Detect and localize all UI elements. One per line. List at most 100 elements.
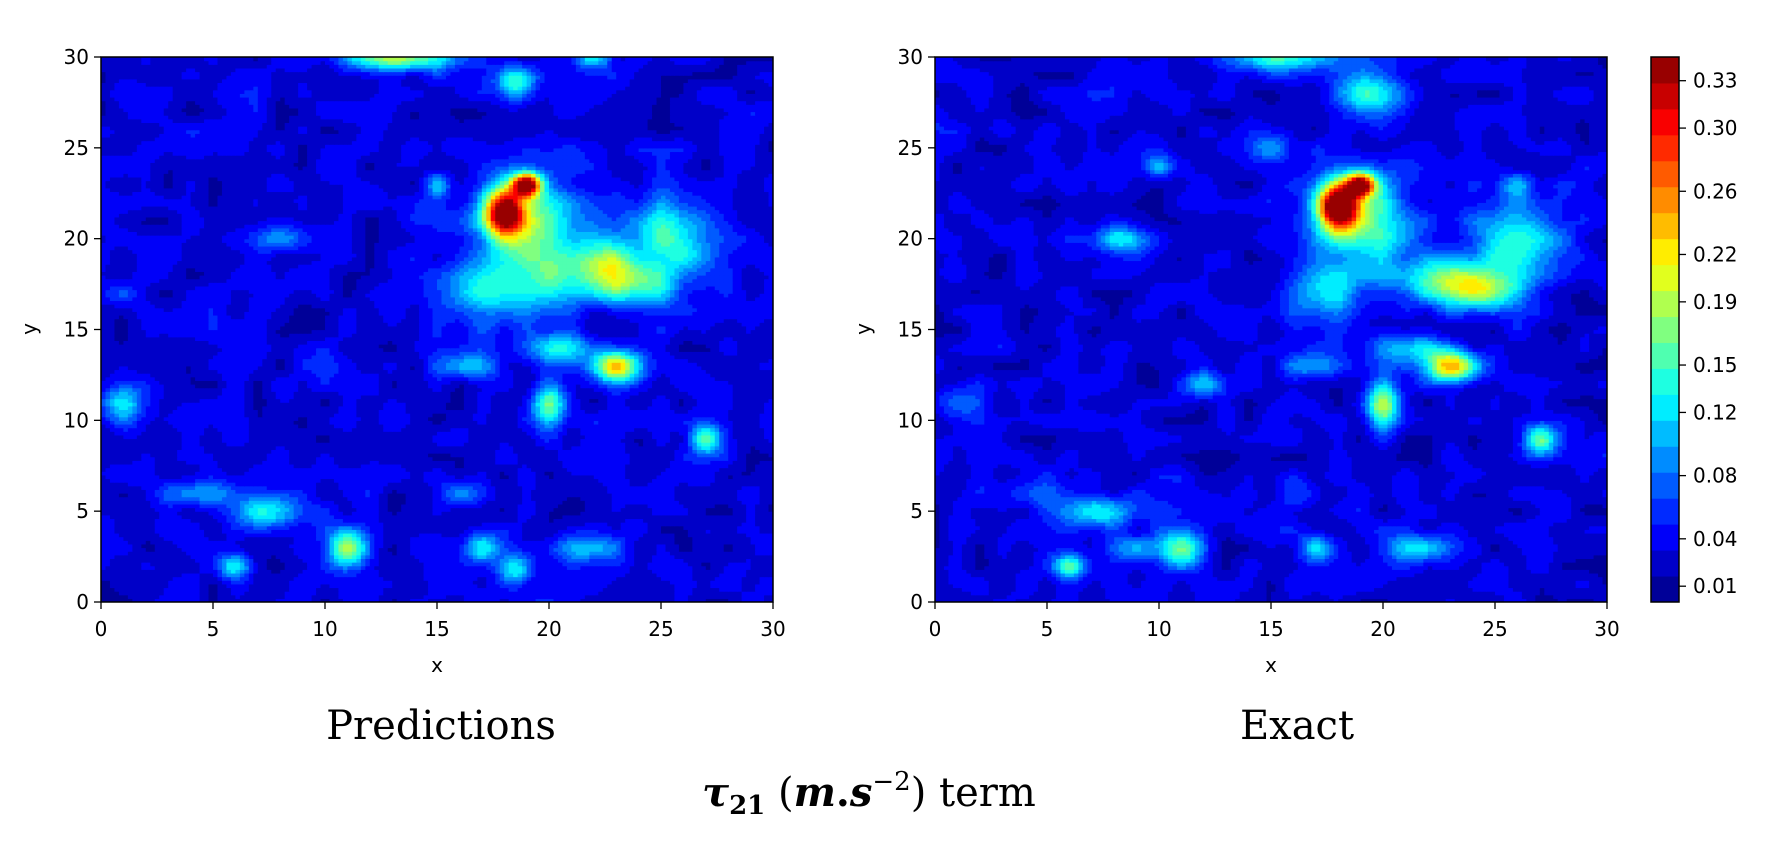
heatmap-cell bbox=[253, 598, 259, 602]
heatmap-cell bbox=[495, 536, 501, 541]
heatmap-cell bbox=[495, 532, 501, 538]
heatmap-cell bbox=[199, 576, 205, 581]
heatmap-cell bbox=[732, 558, 738, 563]
heatmap-cell bbox=[437, 543, 443, 549]
heatmap-cell bbox=[118, 558, 124, 563]
heatmap-cell bbox=[320, 591, 326, 596]
heatmap-cell bbox=[145, 493, 151, 498]
heatmap-cell bbox=[217, 558, 223, 563]
heatmap-cell bbox=[118, 565, 124, 570]
heatmap-cell bbox=[746, 587, 752, 592]
heatmap-cell bbox=[392, 562, 398, 567]
heatmap-cell bbox=[616, 591, 622, 596]
heatmap-cell bbox=[764, 594, 770, 599]
heatmap-cell bbox=[714, 529, 720, 534]
heatmap-cell bbox=[168, 503, 174, 509]
heatmap-cell bbox=[584, 485, 590, 490]
heatmap-cell bbox=[195, 587, 201, 592]
heatmap-cell bbox=[217, 522, 223, 527]
heatmap-cell bbox=[656, 518, 662, 523]
heatmap-cell bbox=[562, 485, 568, 490]
heatmap-cell bbox=[719, 525, 725, 530]
heatmap-cell bbox=[342, 591, 348, 596]
heatmap-cell bbox=[141, 511, 147, 516]
heatmap-cell bbox=[728, 485, 734, 490]
heatmap-cell bbox=[329, 525, 335, 530]
heatmap-cell bbox=[329, 598, 335, 602]
heatmap-cell bbox=[266, 489, 272, 494]
heatmap-cell bbox=[540, 511, 546, 516]
heatmap-cell bbox=[226, 551, 232, 556]
heatmap-cell bbox=[535, 565, 541, 570]
heatmap-cell bbox=[544, 529, 550, 534]
heatmap-cell bbox=[580, 551, 586, 556]
heatmap-cell bbox=[634, 562, 640, 567]
heatmap-cell bbox=[302, 507, 308, 512]
heatmap-cell bbox=[186, 562, 192, 567]
heatmap-cell bbox=[369, 598, 375, 602]
heatmap-cell bbox=[302, 587, 308, 592]
heatmap-cell bbox=[248, 496, 254, 501]
heatmap-cell bbox=[177, 565, 183, 570]
heatmap-cell bbox=[105, 507, 111, 512]
heatmap-cell bbox=[495, 514, 501, 520]
heatmap-cell bbox=[217, 598, 223, 602]
heatmap-cell bbox=[356, 503, 362, 509]
heatmap-cell bbox=[687, 562, 693, 567]
heatmap-cell bbox=[678, 503, 684, 509]
heatmap-cell bbox=[535, 532, 541, 538]
heatmap-cell bbox=[459, 514, 465, 520]
heatmap-cell bbox=[719, 493, 725, 498]
heatmap-cell bbox=[410, 514, 416, 520]
heatmap-cell bbox=[710, 547, 716, 552]
heatmap-cell bbox=[714, 485, 720, 490]
heatmap-cell bbox=[562, 532, 568, 538]
heatmap-cell bbox=[495, 503, 501, 509]
heatmap-cell bbox=[114, 493, 120, 498]
heatmap-cell bbox=[154, 540, 160, 545]
heatmap-cell bbox=[163, 598, 169, 602]
heatmap-cell bbox=[768, 489, 773, 494]
heatmap-cell bbox=[419, 511, 425, 516]
heatmap-cell bbox=[244, 496, 250, 501]
heatmap-cell bbox=[369, 583, 375, 589]
heatmap-cell bbox=[495, 562, 501, 567]
heatmap-cell bbox=[692, 511, 698, 516]
heatmap-cell bbox=[764, 532, 770, 538]
heatmap-cell bbox=[593, 562, 599, 567]
heatmap-cell bbox=[123, 489, 129, 494]
heatmap-cell bbox=[598, 536, 604, 541]
heatmap-cell bbox=[356, 536, 362, 541]
heatmap-cell bbox=[575, 536, 581, 541]
heatmap-cell bbox=[230, 587, 236, 592]
heatmap-cell bbox=[764, 572, 770, 578]
heatmap-cell bbox=[168, 547, 174, 552]
heatmap-cell bbox=[450, 543, 456, 549]
heatmap-cell bbox=[665, 503, 671, 509]
heatmap-cell bbox=[540, 493, 546, 498]
heatmap-cell bbox=[714, 482, 720, 487]
heatmap-cell bbox=[432, 572, 438, 578]
heatmap-cell bbox=[307, 580, 313, 585]
heatmap-cell bbox=[338, 507, 344, 512]
heatmap-cell bbox=[598, 583, 604, 589]
heatmap-cell bbox=[387, 551, 393, 556]
heatmap-cell bbox=[369, 565, 375, 570]
heatmap-cell bbox=[750, 493, 756, 498]
heatmap-cell bbox=[611, 529, 617, 534]
heatmap-cell bbox=[325, 529, 331, 534]
heatmap-cell bbox=[253, 529, 259, 534]
heatmap-cell bbox=[414, 536, 420, 541]
heatmap-cell bbox=[114, 569, 120, 574]
heatmap-cell bbox=[235, 554, 241, 559]
heatmap-cell bbox=[342, 551, 348, 556]
heatmap-cell bbox=[217, 493, 223, 498]
heatmap-cell bbox=[284, 536, 290, 541]
heatmap-cell bbox=[701, 514, 707, 520]
heatmap-cell bbox=[490, 580, 496, 585]
heatmap-cell bbox=[526, 583, 532, 589]
heatmap-cell bbox=[557, 572, 564, 578]
heatmap-cell bbox=[257, 569, 263, 574]
heatmap-cell bbox=[109, 485, 116, 490]
heatmap-cell bbox=[755, 598, 761, 602]
